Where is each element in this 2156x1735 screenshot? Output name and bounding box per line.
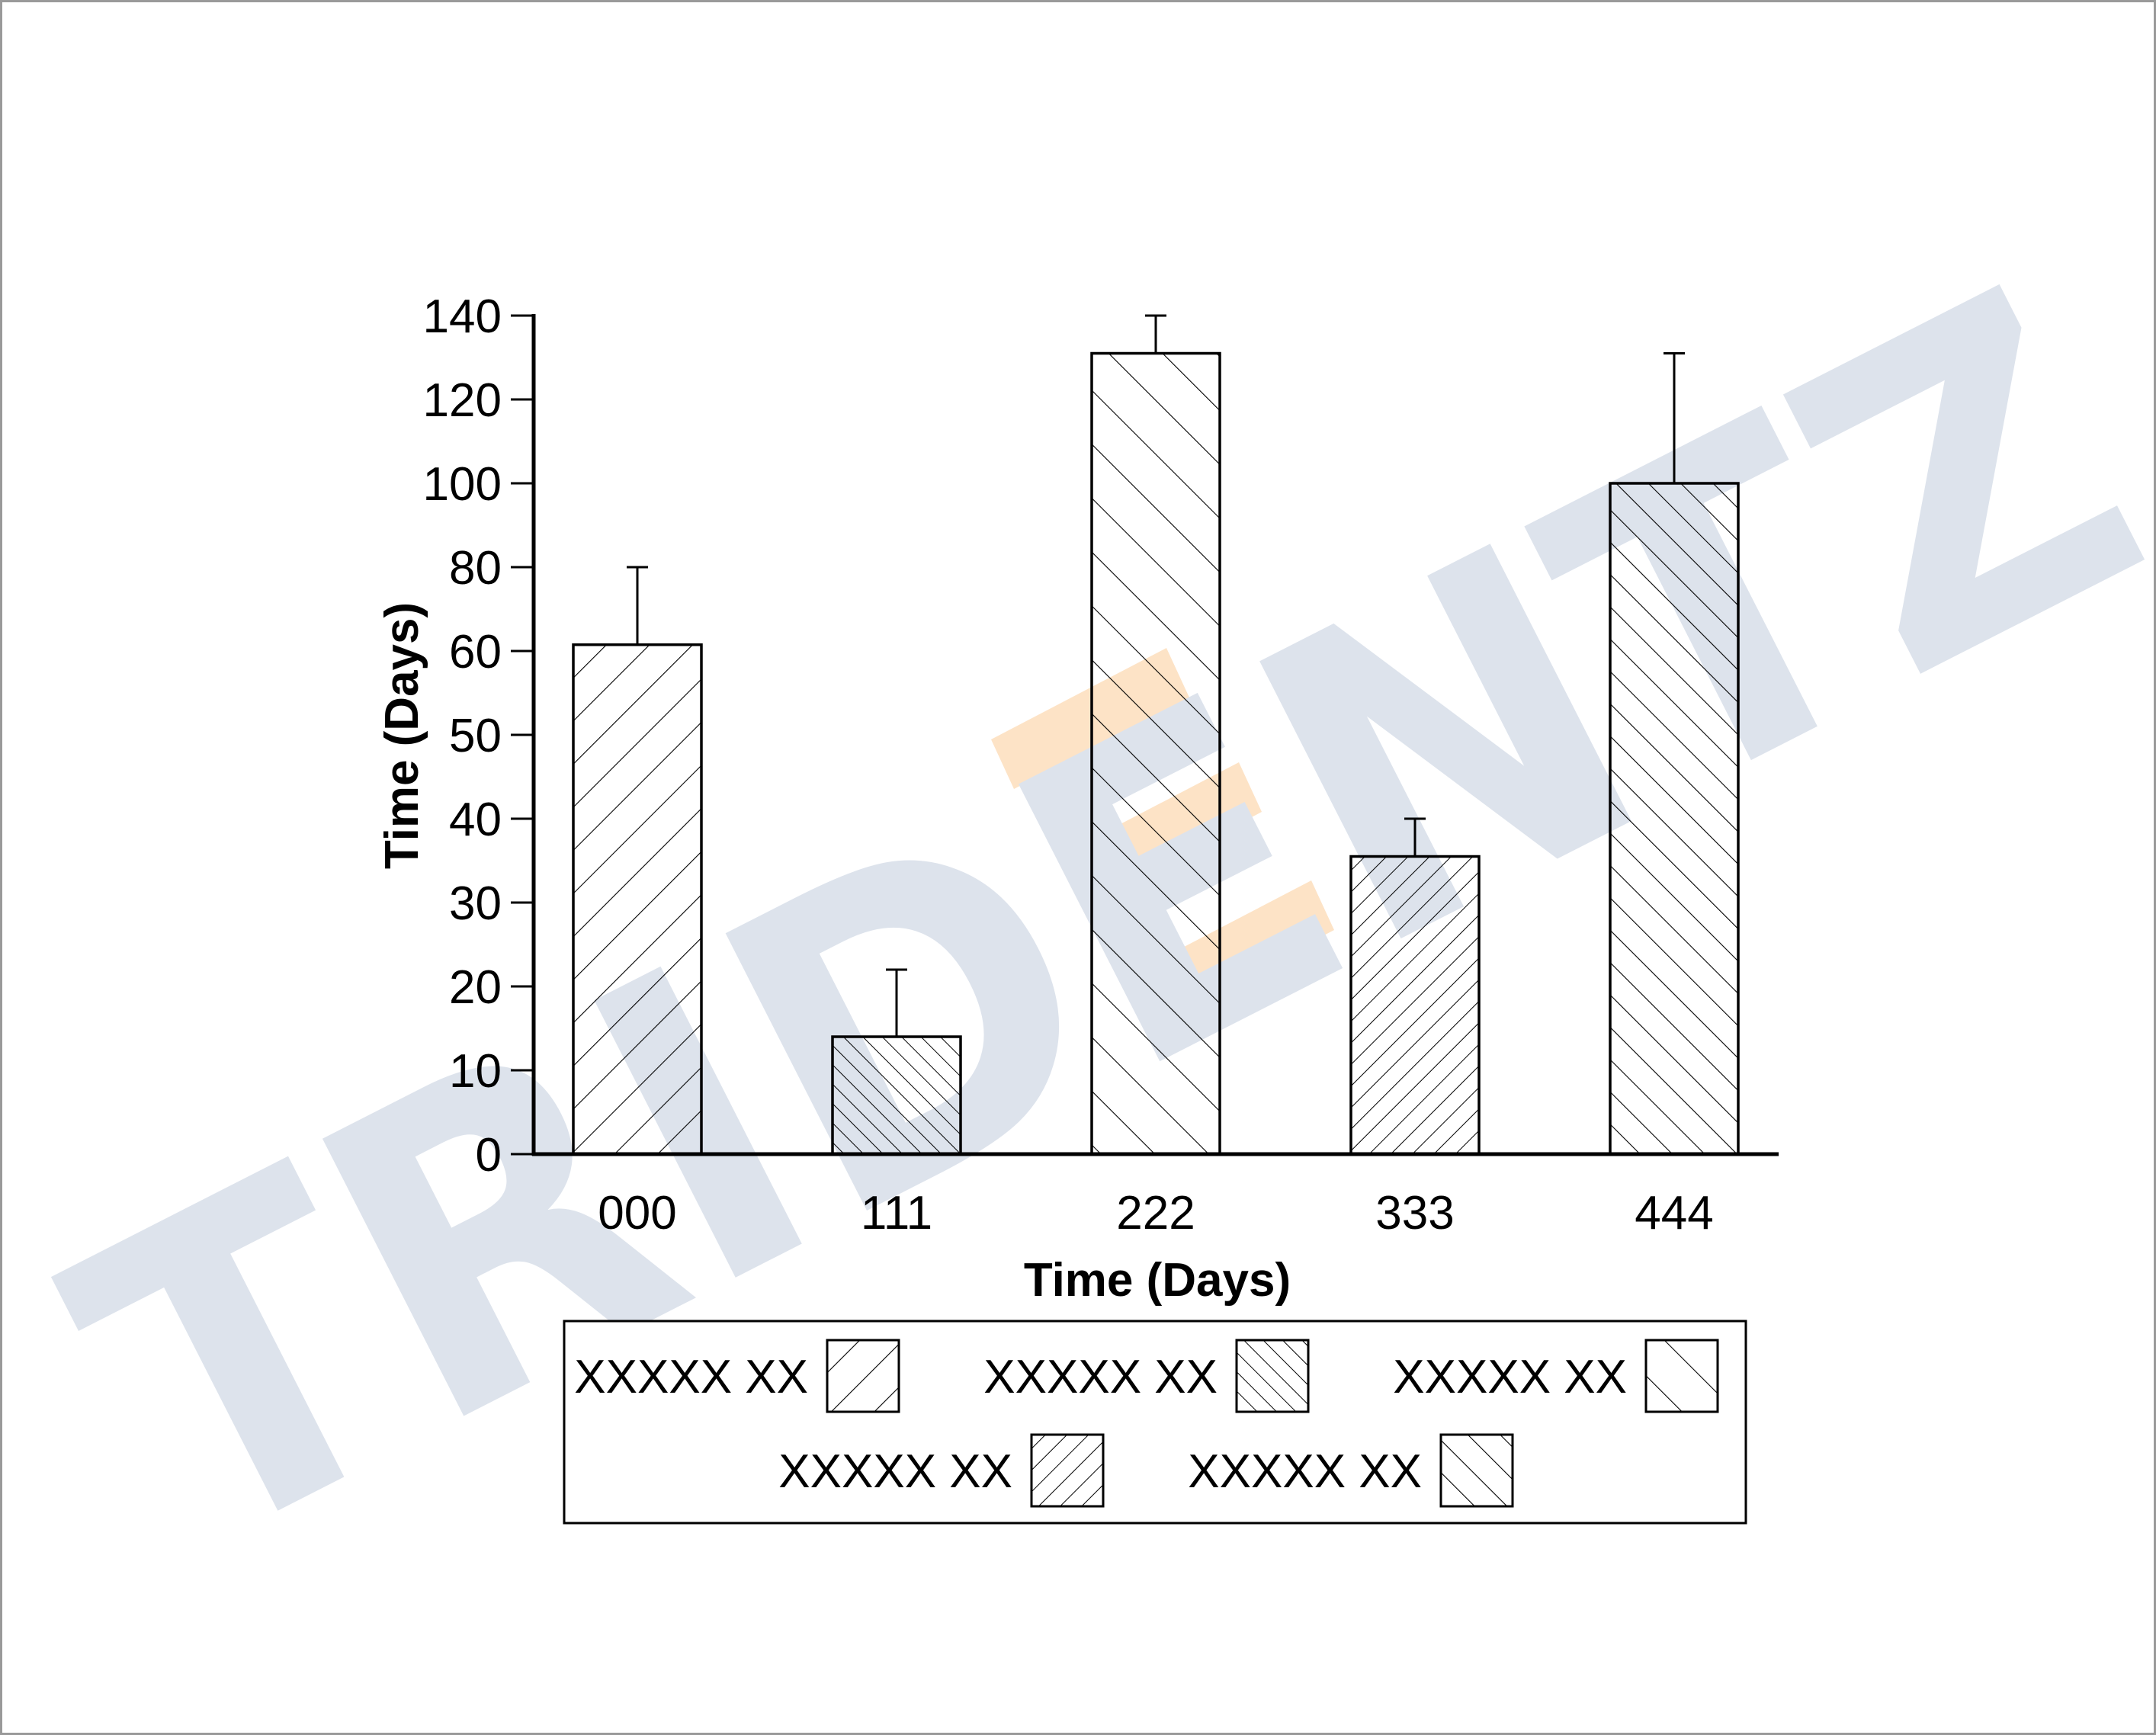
y-tick-label: 10 [449,1045,502,1098]
y-axis-ticks: 0 10 20 30 40 50 60 80 100 120 140 [423,290,534,1182]
x-tick-label: 111 [861,1187,932,1240]
bar [1090,351,1221,1156]
y-tick-label: 50 [449,710,502,762]
legend-label: XXXXX XX [778,1445,1012,1498]
bar [831,1035,962,1156]
legend: XXXXX XX XXXXX XX XXXXX XX XXXXX XX XXXXX XX [563,1320,1747,1525]
legend-label: XXXXX XX [1393,1351,1627,1403]
legend-label: XXXXX XX [1188,1445,1422,1498]
x-tick-label: 000 [598,1187,676,1240]
legend-swatch [1644,1339,1719,1413]
legend-swatch [1235,1339,1310,1413]
y-tick-label: 20 [449,961,502,1014]
bar [1349,855,1481,1156]
error-bars-layer [627,314,1685,1037]
legend-swatch [1030,1433,1105,1508]
y-axis-title: Time (Days) [376,602,428,869]
bar [1609,482,1740,1156]
y-tick-label: 60 [449,626,502,678]
y-tick-label: 120 [423,374,502,427]
x-tick-label: 444 [1635,1187,1713,1240]
legend-label: XXXXX XX [574,1351,808,1403]
y-tick-label: 100 [423,458,502,511]
y-tick-label: 40 [449,794,502,846]
legend-items: XXXXX XX XXXXX XX XXXXX XX XXXXX XX XXXXX XX [574,1339,1719,1508]
y-tick-label: 140 [423,290,502,343]
y-tick-label: 80 [449,542,502,595]
x-axis-tick-labels: 000 111 222 333 444 [598,1187,1713,1240]
legend-swatch [826,1339,900,1413]
x-axis-title: Time (Days) [1024,1254,1291,1307]
legend-label: XXXXX XX [983,1351,1218,1403]
bar [572,643,703,1156]
legend-box [563,1320,1747,1525]
x-tick-label: 222 [1116,1187,1195,1240]
legend-swatch [1439,1433,1514,1508]
y-tick-label: 0 [476,1129,502,1182]
y-tick-label: 30 [449,877,502,930]
x-tick-label: 333 [1375,1187,1454,1240]
